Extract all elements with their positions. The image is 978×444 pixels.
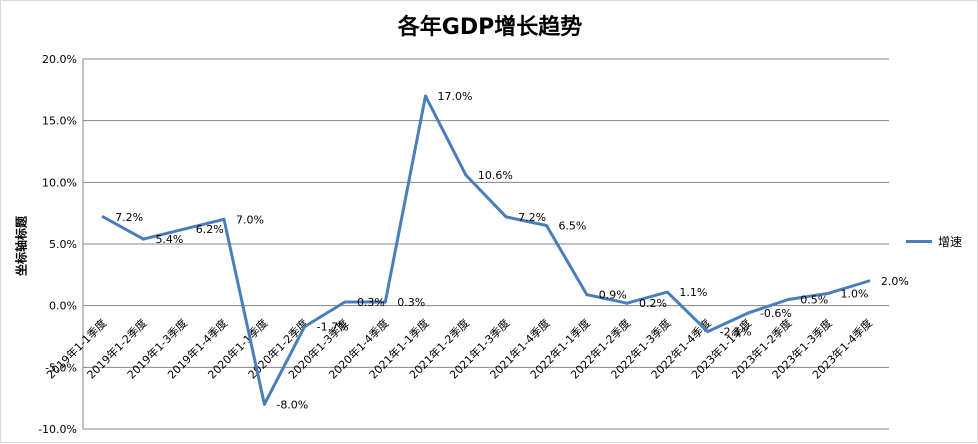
data-point [706,330,710,334]
data-label: 6.2% [196,223,224,236]
chart-title: 各年GDP增长趋势 [397,15,583,40]
data-label: 0.2% [639,297,667,310]
legend-label: 增速 [938,235,963,249]
data-label: 0.3% [397,296,425,309]
y-tick-label: 5.0% [49,238,77,251]
data-label: -1.7% [317,321,349,334]
data-label: 7.2% [115,211,143,224]
data-label: 7.2% [518,211,546,224]
data-label: 0.5% [800,294,828,307]
data-point [222,217,226,221]
data-point [141,237,145,241]
legend-swatch [906,240,932,243]
series-line [102,94,870,406]
data-labels: 7.2% 5.4% 6.2% 7.0% -8.0% -1.7% 0.3% 0.3% 17.0% 1… [115,90,909,411]
y-tick-label: -5.0% [45,361,77,374]
data-point [625,301,629,305]
data-label: 10.6% [478,169,513,182]
data-label: 0.3% [357,296,385,309]
series-layer [101,94,871,406]
data-point [746,311,750,315]
legend: 增速 [906,233,962,250]
data-label: -2.1% [720,326,752,339]
data-label: 1.0% [841,287,869,300]
data-label: 2.0% [881,275,909,288]
data-point [585,293,589,297]
data-label: 1.1% [679,286,707,299]
data-point [867,279,871,283]
data-point [544,224,548,227]
y-tick-label: 10.0% [42,176,77,189]
gridlines [82,58,889,430]
data-point [303,325,307,329]
y-tick-label: 20.0% [42,53,77,66]
y-tick-label: 0.0% [49,300,77,313]
data-label: 7.0% [236,213,264,226]
data-point [504,215,508,219]
data-point [182,227,186,231]
y-tick-label: 15.0% [42,115,77,128]
data-label: 17.0% [438,90,473,103]
data-label: 5.4% [155,233,183,246]
y-axis-ticks: -10.0% -5.0% 0.0% 5.0% 10.0% 15.0% 20.0% [38,53,77,436]
data-point [383,300,387,304]
data-point [786,298,790,301]
y-tick-label: -10.0% [38,423,77,436]
data-label: 0.9% [599,289,627,302]
data-point [464,173,468,177]
data-point [101,215,105,219]
data-point [665,290,669,294]
data-point [827,291,831,295]
data-label: -0.6% [760,307,792,320]
data-point [424,94,428,98]
data-point [262,402,266,406]
data-label: 6.5% [558,220,586,233]
data-point [343,300,347,304]
data-label: -8.0% [276,398,308,411]
